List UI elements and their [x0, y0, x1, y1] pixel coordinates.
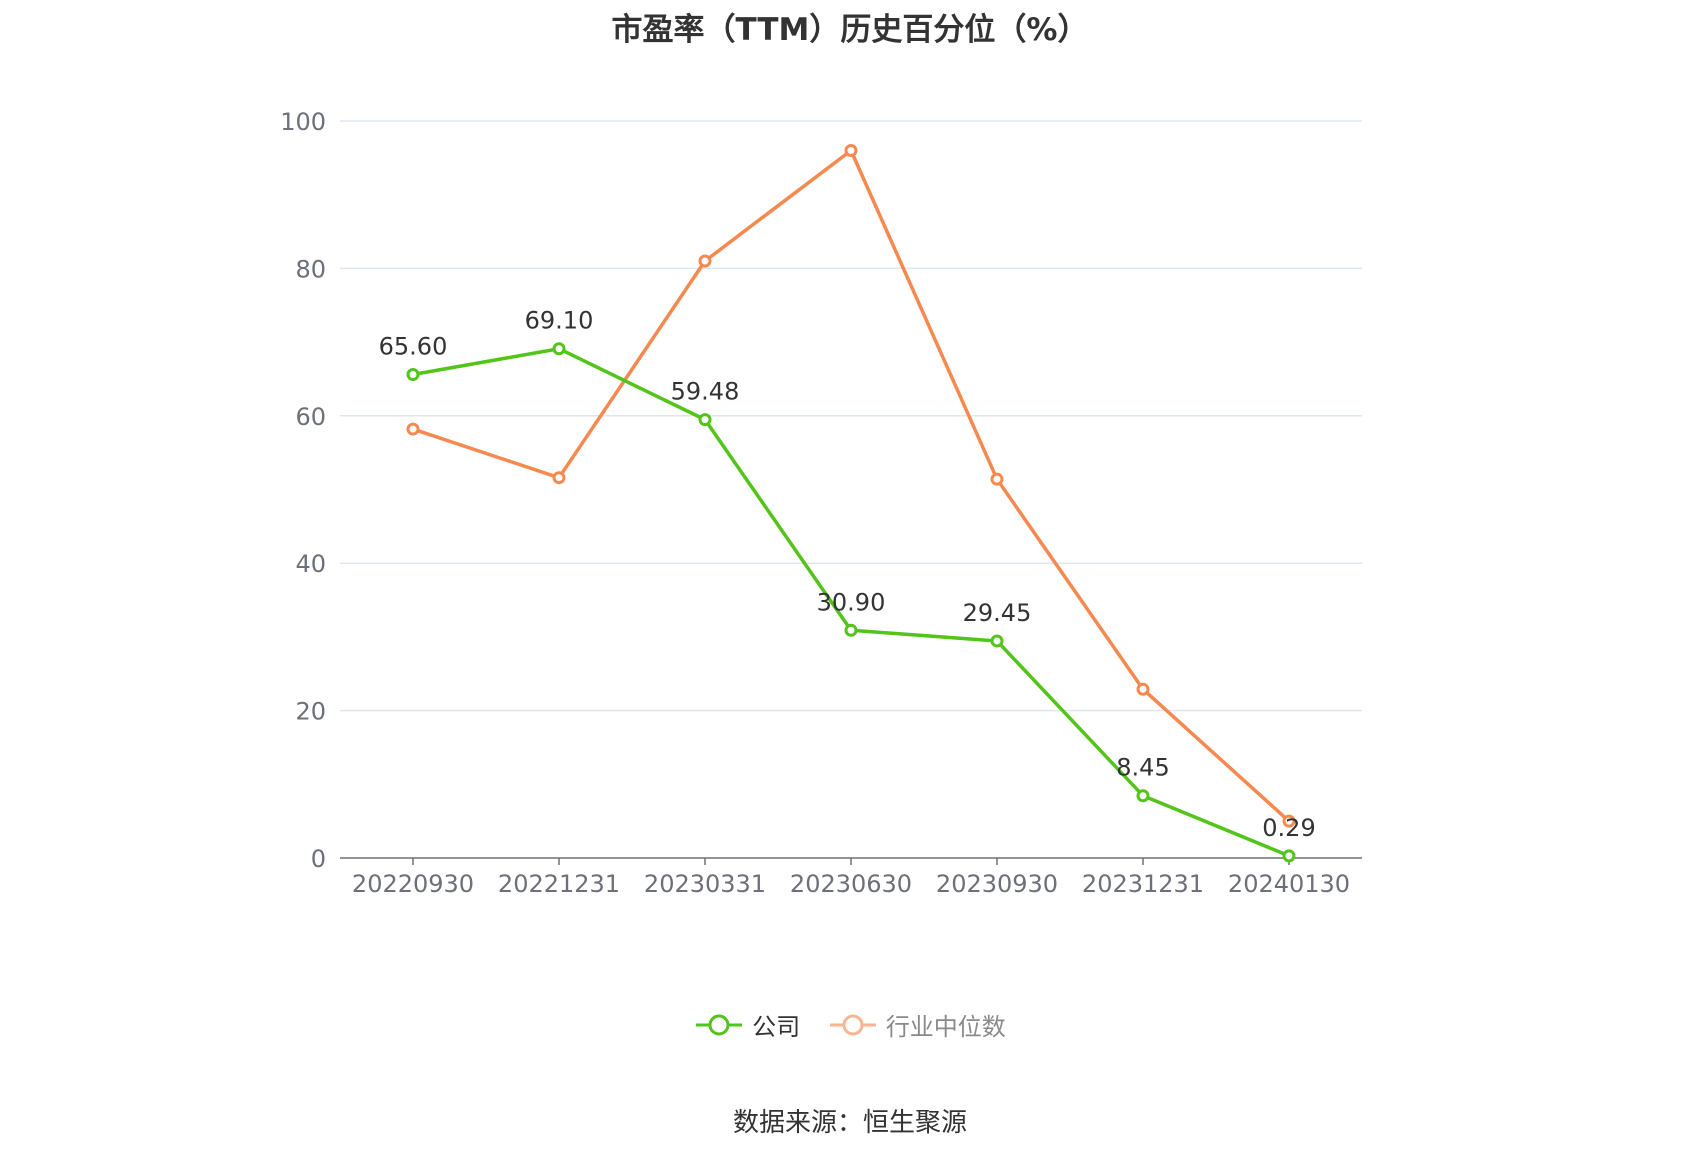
- data-point-series-0[interactable]: [844, 623, 858, 637]
- data-label: 30.90: [817, 588, 886, 616]
- y-tick-label: 40: [295, 550, 326, 578]
- data-label: 0.29: [1262, 814, 1315, 842]
- data-point-series-1[interactable]: [406, 422, 420, 436]
- data-point-series-0[interactable]: [1136, 789, 1150, 803]
- y-tick-label: 20: [295, 698, 326, 726]
- data-point-series-0[interactable]: [698, 413, 712, 427]
- data-point-series-1[interactable]: [552, 471, 566, 485]
- x-tick-label: 20240130: [1228, 870, 1350, 898]
- data-point-series-1[interactable]: [844, 143, 858, 157]
- x-tick-label: 20220930: [352, 870, 474, 898]
- legend-item-company[interactable]: 公司: [694, 1007, 800, 1042]
- legend-label-industry: 行业中位数: [885, 1013, 1006, 1041]
- data-point-series-0[interactable]: [406, 368, 420, 382]
- data-label: 8.45: [1116, 754, 1169, 782]
- data-point-series-0[interactable]: [552, 342, 566, 356]
- y-tick-label: 0: [311, 845, 326, 873]
- data-point-series-1[interactable]: [1282, 814, 1296, 828]
- y-tick-label: 100: [280, 108, 326, 136]
- data-label: 29.45: [963, 599, 1032, 627]
- x-tick-label: 20230630: [790, 870, 912, 898]
- data-point-series-0[interactable]: [1282, 849, 1296, 863]
- legend-item-industry[interactable]: 行业中位数: [828, 1007, 1006, 1042]
- x-tick-label: 20221231: [498, 870, 620, 898]
- x-tick-label: 20231231: [1082, 870, 1204, 898]
- data-point-series-1[interactable]: [1136, 682, 1150, 696]
- data-point-series-1[interactable]: [990, 472, 1004, 486]
- y-tick-label: 60: [295, 403, 326, 431]
- legend-company-marker-icon: [696, 1014, 743, 1035]
- data-point-series-1[interactable]: [698, 254, 712, 268]
- data-label: 69.10: [525, 307, 594, 335]
- legend-industry-marker-icon: [829, 1014, 876, 1035]
- data-label: 59.48: [671, 378, 740, 406]
- legend-label-company: 公司: [752, 1013, 801, 1041]
- x-tick-label: 20230331: [644, 870, 766, 898]
- chart-title: 市盈率（TTM）历史百分位（%）: [611, 12, 1089, 48]
- data-point-series-0[interactable]: [990, 634, 1004, 648]
- data-label: 65.60: [379, 333, 448, 361]
- series-line-1: [412, 148, 1291, 823]
- x-tick-label: 20230930: [936, 870, 1058, 898]
- y-tick-label: 80: [295, 255, 326, 283]
- data-source: 数据来源：恒生聚源: [732, 1108, 967, 1138]
- legend: 公司 行业中位数: [0, 1007, 1700, 1042]
